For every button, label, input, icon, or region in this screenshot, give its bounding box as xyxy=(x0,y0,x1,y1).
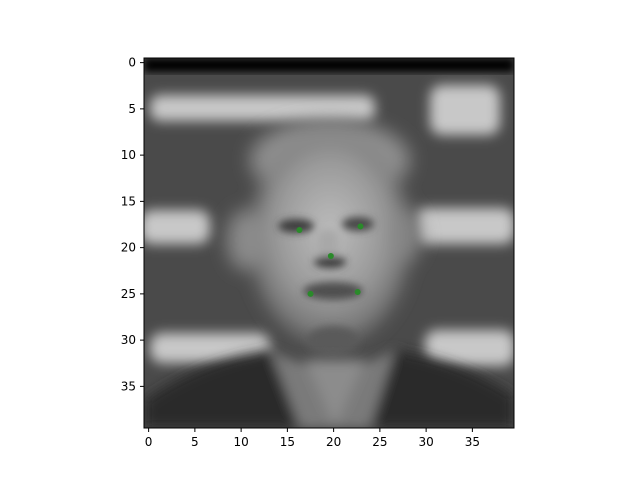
y-tick-label: 0 xyxy=(128,56,136,70)
x-axis: 0 5 10 15 20 25 30 35 xyxy=(145,428,480,449)
y-tick-label: 30 xyxy=(121,333,136,347)
y-tick-label: 10 xyxy=(121,148,136,162)
scatter-points xyxy=(296,223,364,297)
x-tick-label: 35 xyxy=(465,435,480,449)
scatter-point xyxy=(307,290,314,297)
x-tick-label: 5 xyxy=(191,435,199,449)
axes-frame xyxy=(143,57,515,429)
x-tick-label: 25 xyxy=(372,435,387,449)
y-tick-label: 35 xyxy=(121,379,136,393)
x-tick-label: 0 xyxy=(145,435,153,449)
y-axis: 0 5 10 15 20 25 30 35 xyxy=(121,56,144,393)
y-tick-label: 25 xyxy=(121,287,136,301)
scatter-point xyxy=(296,227,303,234)
x-tick-label: 20 xyxy=(326,435,341,449)
y-tick-label: 20 xyxy=(121,241,136,255)
y-tick-label: 5 xyxy=(128,102,136,116)
x-tick-label: 30 xyxy=(418,435,433,449)
scatter-point xyxy=(327,252,334,259)
scatter-point xyxy=(354,289,361,296)
y-tick-label: 15 xyxy=(121,194,136,208)
scatter-point xyxy=(357,223,364,230)
image-background xyxy=(144,58,514,428)
x-tick-label: 10 xyxy=(233,435,248,449)
x-tick-label: 15 xyxy=(280,435,295,449)
